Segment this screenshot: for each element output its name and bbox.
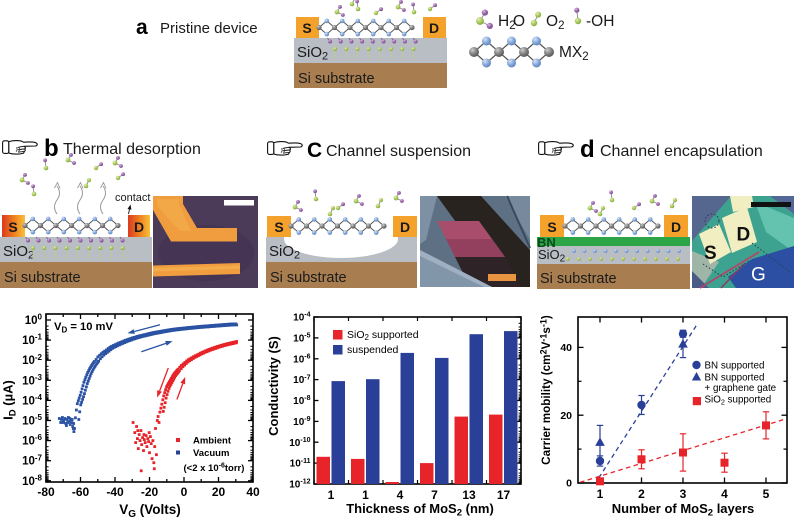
svg-text:-40: -40 bbox=[106, 485, 124, 499]
svg-text:-60: -60 bbox=[72, 485, 90, 499]
svg-text:10-10: 10-10 bbox=[289, 437, 310, 449]
svg-text:O: O bbox=[513, 13, 525, 30]
svg-text:10-9: 10-9 bbox=[293, 416, 310, 428]
svg-text:3: 3 bbox=[680, 487, 687, 501]
svg-text:d: d bbox=[580, 136, 595, 163]
svg-text:SiO2: SiO2 bbox=[297, 44, 328, 63]
svg-text:MX2: MX2 bbox=[559, 44, 589, 63]
svg-text:SiO2: SiO2 bbox=[538, 247, 566, 264]
svg-text:S: S bbox=[8, 219, 17, 235]
svg-text:a: a bbox=[136, 16, 148, 39]
svg-text:contact: contact bbox=[115, 192, 150, 204]
svg-text:40: 40 bbox=[560, 342, 572, 354]
svg-text:1: 1 bbox=[597, 487, 604, 501]
svg-text:40: 40 bbox=[246, 485, 260, 499]
svg-text:S: S bbox=[302, 20, 311, 36]
svg-text:Channel encapsulation: Channel encapsulation bbox=[600, 143, 763, 160]
svg-text:4: 4 bbox=[397, 488, 404, 502]
svg-text:Channel suspension: Channel suspension bbox=[326, 143, 471, 160]
svg-text:SiO2: SiO2 bbox=[269, 243, 300, 262]
svg-text:-80: -80 bbox=[37, 485, 55, 499]
svg-text:S: S bbox=[274, 219, 283, 235]
svg-text:ID (µA): ID (µA) bbox=[1, 380, 19, 420]
svg-text:Si substrate: Si substrate bbox=[298, 71, 375, 87]
svg-text:2: 2 bbox=[638, 487, 645, 501]
svg-text:Si substrate: Si substrate bbox=[4, 270, 81, 286]
svg-text:0: 0 bbox=[181, 485, 188, 499]
svg-text:10-6: 10-6 bbox=[293, 353, 310, 365]
svg-text:D: D bbox=[671, 219, 681, 235]
svg-text:(<2 x 10-6torr): (<2 x 10-6torr) bbox=[184, 463, 245, 475]
svg-text:S: S bbox=[547, 219, 556, 235]
svg-text:5: 5 bbox=[763, 487, 770, 501]
svg-text:Number of MoS2 layers: Number of MoS2 layers bbox=[612, 501, 755, 519]
svg-text:Thermal desorption: Thermal desorption bbox=[63, 141, 201, 158]
svg-text:10-7: 10-7 bbox=[293, 374, 310, 386]
svg-text:1: 1 bbox=[328, 488, 335, 502]
svg-text:13: 13 bbox=[462, 488, 476, 502]
svg-text:Si substrate: Si substrate bbox=[270, 270, 347, 286]
svg-text:10-11: 10-11 bbox=[290, 458, 311, 470]
svg-text:17: 17 bbox=[497, 488, 511, 502]
svg-text:BN supported: BN supported bbox=[705, 361, 765, 372]
svg-text:b: b bbox=[44, 135, 59, 162]
svg-text:S: S bbox=[704, 243, 717, 264]
svg-text:BN: BN bbox=[537, 235, 556, 250]
svg-text:Thickness of MoS2 (nm): Thickness of MoS2 (nm) bbox=[346, 501, 494, 519]
svg-text:20: 20 bbox=[212, 485, 226, 499]
svg-text:Ambient: Ambient bbox=[193, 436, 232, 447]
svg-text:10-12: 10-12 bbox=[289, 479, 310, 491]
svg-text:VD = 10 mV: VD = 10 mV bbox=[54, 321, 113, 335]
svg-text:4: 4 bbox=[721, 487, 728, 501]
svg-text:G: G bbox=[751, 265, 766, 286]
svg-text:+ graphene gate: + graphene gate bbox=[705, 383, 777, 394]
svg-text:-OH: -OH bbox=[586, 13, 614, 30]
svg-text:10-5: 10-5 bbox=[293, 333, 310, 345]
svg-text:BN supported: BN supported bbox=[705, 373, 765, 384]
svg-text:Conductivity (S): Conductivity (S) bbox=[266, 336, 281, 436]
svg-text:D: D bbox=[400, 219, 410, 235]
svg-text:Pristine device: Pristine device bbox=[160, 20, 258, 37]
svg-text:-20: -20 bbox=[141, 485, 159, 499]
svg-text:D: D bbox=[737, 225, 751, 246]
svg-text:10-4: 10-4 bbox=[293, 312, 310, 324]
svg-text:D: D bbox=[429, 20, 439, 36]
svg-text:SiO2 supported: SiO2 supported bbox=[347, 329, 419, 342]
svg-text:C: C bbox=[307, 139, 322, 162]
svg-text:Vacuum: Vacuum bbox=[193, 448, 229, 459]
svg-text:suspended: suspended bbox=[347, 344, 399, 356]
svg-text:Si substrate: Si substrate bbox=[540, 271, 617, 287]
svg-text:SiO2 supported: SiO2 supported bbox=[705, 395, 772, 407]
svg-text:D: D bbox=[134, 219, 144, 235]
svg-text:SiO2: SiO2 bbox=[3, 243, 34, 262]
svg-text:10-8: 10-8 bbox=[293, 395, 310, 407]
svg-text:20: 20 bbox=[560, 410, 572, 422]
svg-text:0: 0 bbox=[566, 478, 572, 490]
svg-text:1: 1 bbox=[362, 488, 369, 502]
svg-text:7: 7 bbox=[431, 488, 438, 502]
